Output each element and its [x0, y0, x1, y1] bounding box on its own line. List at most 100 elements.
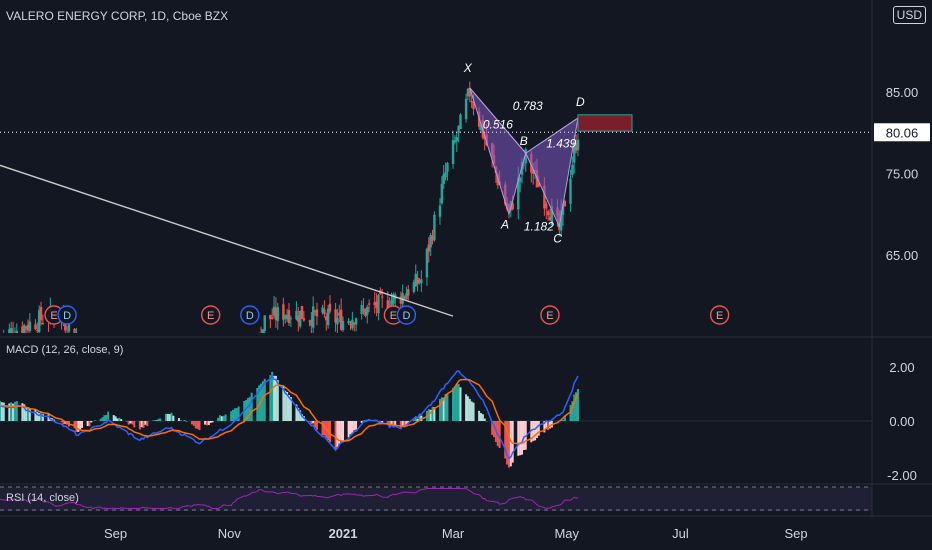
macd-histogram-bar: [328, 421, 331, 443]
macd-histogram-bar: [297, 407, 300, 421]
candle-body: [399, 296, 403, 304]
macd-histogram-bar: [444, 393, 447, 421]
macd-histogram-bar: [8, 403, 11, 421]
candle-body: [165, 436, 167, 444]
candle-body: [546, 211, 550, 216]
macd-histogram-bar: [573, 394, 576, 421]
candle-body: [442, 174, 445, 184]
macd-histogram-bar: [146, 421, 149, 427]
macd-histogram-bar: [23, 404, 26, 421]
candle-body: [73, 328, 76, 333]
candle-body: [472, 102, 475, 110]
pattern-ratio: 0.516: [483, 118, 513, 132]
candle-body: [571, 164, 574, 175]
candle-body: [325, 316, 328, 321]
symbol-title[interactable]: VALERO ENERGY CORP, 1D, Cboe BZX: [6, 9, 229, 23]
rsi-band: [0, 487, 872, 511]
candle-body: [157, 443, 159, 452]
event-label: D: [246, 310, 254, 322]
macd-histogram-bar: [274, 375, 277, 421]
macd-histogram-bar: [315, 421, 318, 430]
macd-histogram-bar: [127, 421, 130, 425]
earnings-marker: [709, 305, 730, 325]
macd-histogram-bar: [129, 421, 132, 424]
candle-body: [261, 329, 265, 333]
macd-histogram-bar: [273, 375, 276, 421]
candle-body: [455, 137, 458, 142]
candle-body: [120, 395, 122, 400]
macd-histogram-bar: [442, 397, 445, 421]
macd-histogram-bar: [295, 404, 298, 421]
macd-histogram-bar: [220, 416, 223, 421]
macd-histogram-bar: [233, 408, 236, 421]
candle-body: [341, 320, 345, 331]
macd-histogram-bar: [73, 421, 76, 429]
macd-histogram-bar: [26, 406, 29, 421]
candle-body: [295, 310, 298, 320]
event-label: E: [50, 310, 57, 322]
macd-histogram-bar: [211, 421, 214, 423]
candle-body: [193, 455, 195, 457]
candle-body: [289, 318, 293, 320]
macd-tick-label: -2.00: [887, 468, 917, 483]
event-label: D: [402, 310, 410, 322]
macd-histogram-bar: [334, 421, 337, 450]
dividend-marker: [396, 305, 417, 325]
rsi-legend[interactable]: RSI (14, close): [6, 492, 79, 504]
dividend-marker: [57, 305, 77, 325]
candle-body: [26, 324, 30, 331]
candle-body: [574, 142, 578, 151]
candle-body: [131, 403, 133, 417]
macd-histogram-bar: [287, 394, 290, 421]
candle-body: [339, 309, 343, 330]
macd-tick-label: 2.00: [889, 360, 914, 375]
candle-body: [420, 279, 423, 284]
macd-histogram-bar: [381, 421, 384, 423]
macd-histogram-bar: [340, 421, 343, 442]
candle-body: [172, 450, 174, 463]
candle-body: [438, 205, 442, 217]
price-tick-label: 85.00: [886, 85, 919, 100]
candle-body: [287, 310, 291, 324]
macd-histogram-bar: [453, 386, 456, 421]
macd-histogram-bar: [429, 409, 432, 421]
candle-body: [412, 282, 416, 292]
candle-body: [431, 236, 434, 241]
macd-histogram-bar: [468, 398, 471, 421]
candle-body: [269, 314, 272, 320]
candle-body: [249, 376, 251, 377]
macd-legend[interactable]: MACD (12, 26, close, 9): [6, 344, 124, 356]
macd-histogram-bar: [112, 415, 115, 421]
macd-histogram-bar: [232, 409, 235, 421]
macd-histogram-bar: [79, 421, 82, 430]
candle-body: [34, 324, 37, 330]
macd-histogram-bar: [120, 419, 123, 421]
event-label: E: [716, 310, 723, 322]
candle-body: [155, 439, 157, 449]
candle-body: [427, 244, 430, 252]
candle-body: [390, 300, 393, 309]
candle-body: [326, 308, 330, 326]
candle-body: [313, 311, 317, 313]
macd-histogram-bar: [25, 407, 28, 421]
candle-body: [282, 304, 285, 320]
macd-histogram-bar: [308, 421, 311, 422]
currency-badge[interactable]: USD: [892, 6, 926, 24]
candle-body: [364, 308, 367, 317]
earnings-marker: [540, 305, 560, 325]
macd-histogram-bar: [547, 421, 550, 431]
macd-histogram-bar: [144, 421, 147, 425]
macd-histogram-bar: [38, 413, 41, 421]
macd-histogram-bar: [347, 421, 350, 438]
macd-histogram-bar: [353, 421, 356, 431]
macd-histogram-bar: [90, 421, 93, 423]
candle-body: [349, 324, 352, 326]
price-tick-label: 75.00: [886, 167, 919, 182]
macd-histogram-bar: [237, 406, 240, 421]
candle-body: [232, 444, 234, 447]
macd-histogram-bar: [218, 415, 221, 421]
macd-histogram-bar: [131, 421, 134, 425]
macd-histogram-bar: [263, 378, 266, 421]
time-tick-label: May: [554, 526, 579, 541]
